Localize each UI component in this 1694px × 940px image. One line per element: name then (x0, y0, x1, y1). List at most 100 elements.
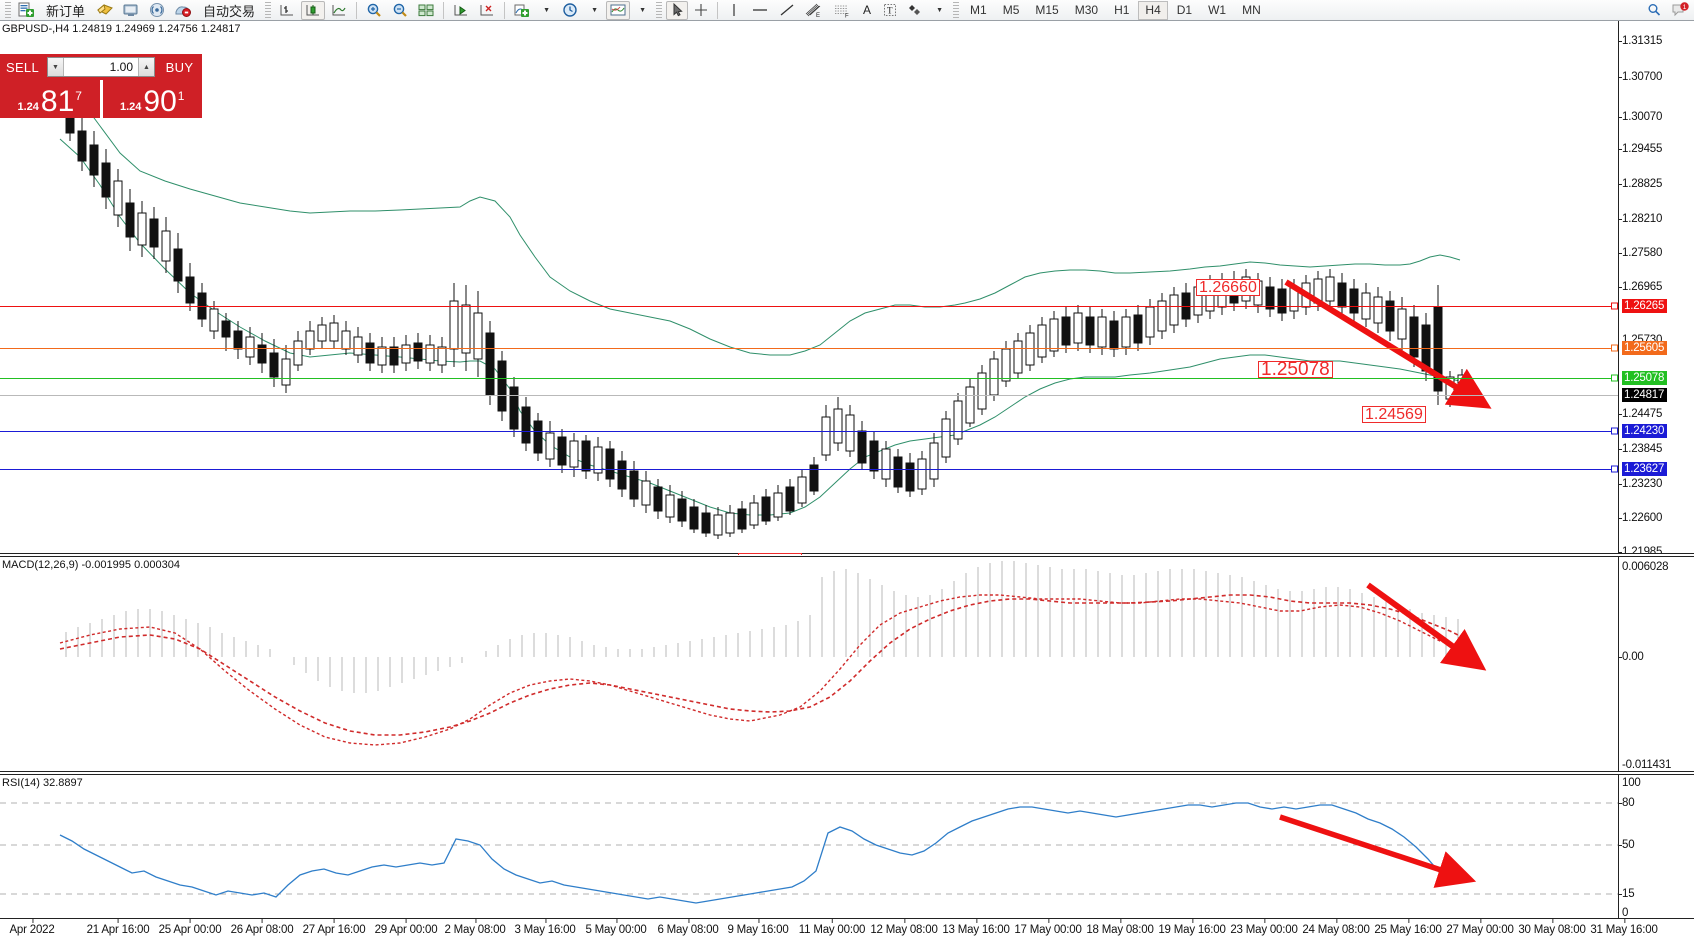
time-axis[interactable]: Apr 2022 21 Apr 16:00 25 Apr 00:00 26 Ap… (0, 918, 1694, 940)
timeframe-h4[interactable]: H4 (1138, 0, 1168, 20)
toolbar-grip-4[interactable] (953, 1, 960, 19)
annotation-swing-low-major[interactable]: 1.21534 (738, 553, 802, 555)
chart-shift-icon[interactable] (475, 1, 499, 20)
price-level-handle-1.25078[interactable] (1611, 374, 1618, 382)
rsi-tick-50: 50 (1618, 839, 1635, 851)
timeframe-h1[interactable]: H1 (1114, 3, 1130, 17)
time-tick-20: 25 May 16:00 (1374, 919, 1442, 936)
trendline-icon[interactable] (775, 1, 799, 20)
toolbar-grip[interactable] (5, 1, 11, 19)
volume-increase-icon[interactable]: ▲ (138, 58, 154, 76)
timeframe-mn[interactable]: MN (1242, 3, 1261, 17)
equidistant-channel-icon[interactable]: E (801, 1, 827, 20)
timeframe-m15[interactable]: M15 (1035, 3, 1059, 17)
line-chart-icon[interactable] (327, 1, 351, 20)
price-level-badge-support-2[interactable]: 1.23627 (1622, 462, 1668, 476)
annotation-pivot-level[interactable]: 1.25078 (1258, 360, 1333, 379)
annotation-swing-high[interactable]: 1.26660 (1196, 279, 1260, 296)
price-level-badge-support-1[interactable]: 1.24230 (1622, 424, 1668, 438)
price-level-handle-1.24230[interactable] (1611, 427, 1618, 435)
price-level-badge-resistance-2[interactable]: 1.25605 (1622, 341, 1668, 355)
annotation-swing-low-recent[interactable]: 1.24569 (1362, 406, 1426, 423)
price-level-line-1.23627[interactable] (0, 469, 1618, 470)
price-level-line-1.25605[interactable] (0, 348, 1618, 349)
timeframe-m1[interactable]: M1 (970, 3, 987, 17)
price-tick-6: 1.28210 (1618, 213, 1662, 225)
time-tick-13: 12 May 08:00 (870, 919, 938, 936)
toolbar-grip-2[interactable] (265, 1, 272, 19)
timeframe-d1[interactable]: D1 (1176, 3, 1193, 17)
auto-scroll-icon[interactable] (449, 1, 473, 20)
buy-button[interactable]: BUY (165, 59, 194, 75)
price-pane[interactable]: GBPUSD-,H4 1.24819 1.24969 1.24756 1.248… (0, 21, 1694, 558)
rsi-pane[interactable]: RSI(14) 32.8897 100 (0, 775, 1694, 919)
price-tick-8: 1.26965 (1618, 281, 1662, 293)
notifications-icon[interactable]: 1 (1667, 1, 1693, 20)
shapes-icon[interactable] (903, 1, 927, 20)
cursor-icon[interactable] (666, 0, 689, 20)
price-level-badge-pivot[interactable]: 1.25078 (1622, 371, 1668, 385)
expert-advisors-icon[interactable] (93, 1, 117, 20)
vertical-line-icon[interactable] (723, 1, 745, 20)
zoom-out-icon[interactable] (388, 1, 412, 20)
price-level-line-1.25078[interactable] (0, 378, 1618, 379)
price-level-handle-1.26265[interactable] (1611, 302, 1618, 310)
price-level-handle-1.23627[interactable] (1611, 465, 1618, 473)
text-icon[interactable]: A (857, 1, 877, 20)
search-icon[interactable] (1643, 1, 1665, 20)
price-level-badge-resistance-1[interactable]: 1.26265 (1622, 299, 1668, 313)
templates-dropdown-chevron-down-icon[interactable]: ▼ (639, 6, 646, 14)
trend-arrow-price (1284, 279, 1492, 409)
chart-area[interactable]: GBPUSD-,H4 1.24819 1.24969 1.24756 1.248… (0, 21, 1694, 940)
timeframe-m5[interactable]: M5 (1002, 3, 1020, 17)
volume-decrease-icon[interactable]: ▼ (48, 58, 64, 76)
price-level-handle-1.25605[interactable] (1611, 344, 1618, 352)
ask-price-big: 90 (143, 85, 177, 118)
time-tick-18: 23 May 00:00 (1230, 919, 1298, 936)
indicators-dropdown-chevron-down-icon[interactable]: ▼ (543, 6, 550, 14)
bar-chart-icon[interactable] (275, 1, 299, 20)
zoom-in-icon[interactable] (362, 1, 386, 20)
rsi-tick-100: 100 (1622, 777, 1641, 789)
macd-plot[interactable] (0, 557, 1618, 773)
price-level-line-1.26265[interactable] (0, 306, 1618, 307)
new-order-button[interactable]: 新订单 (40, 1, 91, 20)
timeframe-w1[interactable]: W1 (1208, 3, 1227, 17)
text-label-icon[interactable]: T (879, 1, 901, 20)
macd-pane[interactable]: MACD(12,26,9) -0.001995 0.000304 (0, 557, 1694, 773)
periods-dropdown-chevron-down-icon[interactable]: ▼ (591, 6, 598, 14)
templates-icon[interactable] (606, 0, 631, 20)
new-order-label: 新订单 (46, 3, 86, 19)
auto-trading-icon[interactable] (171, 1, 195, 20)
bid-price-display[interactable]: 1.24 81 7 (0, 80, 100, 118)
volume-stepper[interactable]: ▼ 1.00 ▲ (47, 57, 155, 77)
chart-symbol-info: GBPUSD-,H4 1.24819 1.24969 1.24756 1.248… (2, 23, 241, 35)
new-order-icon[interactable] (15, 1, 38, 20)
toolbar-grip-3[interactable] (656, 1, 663, 19)
rsi-series-svg (0, 802, 1618, 904)
last-price-line-1.24817 (0, 395, 1618, 396)
rsi-plot[interactable] (0, 775, 1618, 918)
horizontal-line-icon[interactable] (747, 1, 773, 20)
auto-trading-button[interactable]: 自动交易 (197, 1, 261, 20)
pane-divider-price-macd[interactable] (0, 553, 1694, 557)
timeframe-m30[interactable]: M30 (1074, 3, 1099, 17)
pane-divider-macd-rsi[interactable] (0, 771, 1694, 775)
volume-input[interactable]: 1.00 (109, 60, 133, 74)
price-plot[interactable]: 1.26660 1.25078 1.24569 1.21534 (0, 21, 1618, 555)
terminal-icon[interactable] (119, 1, 143, 20)
sell-button[interactable]: SELL (5, 59, 39, 75)
ask-price-display[interactable]: 1.24 90 1 (102, 80, 202, 118)
price-level-line-1.24230[interactable] (0, 431, 1618, 432)
one-click-trading-panel[interactable]: SELL ▼ 1.00 ▲ BUY 1.24 81 7 1.24 90 1 (0, 54, 202, 118)
candlestick-chart-icon[interactable] (301, 0, 326, 20)
tile-windows-icon[interactable] (414, 1, 438, 20)
indicators-icon[interactable] (510, 1, 534, 20)
crosshair-icon[interactable] (690, 1, 712, 20)
signals-icon[interactable] (145, 1, 169, 20)
fibonacci-icon[interactable]: F (829, 1, 855, 20)
periods-icon[interactable] (558, 1, 582, 20)
time-tick-23: 31 May 16:00 (1590, 919, 1658, 936)
shapes-dropdown-chevron-down-icon[interactable]: ▼ (936, 6, 944, 14)
macd-tick-zero: 0.00 (1618, 651, 1644, 663)
